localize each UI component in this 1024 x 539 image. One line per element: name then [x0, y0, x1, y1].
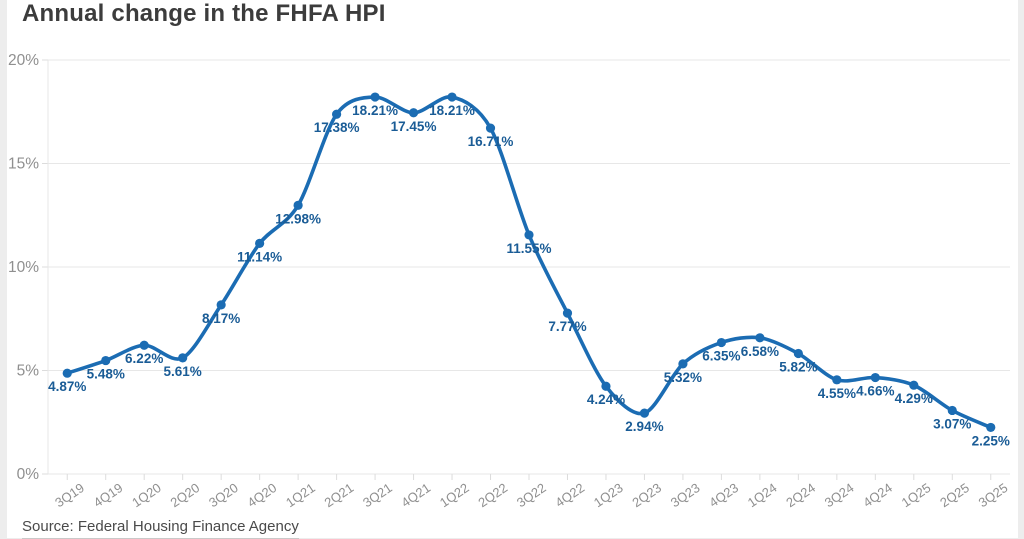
- data-point-label: 4.29%: [895, 391, 933, 406]
- y-axis-label: 10%: [8, 259, 39, 276]
- data-point: [447, 92, 457, 102]
- data-point: [101, 355, 111, 366]
- data-point-label: 6.22%: [125, 351, 163, 366]
- data-point: [370, 92, 380, 102]
- series-line: [65, 95, 993, 430]
- data-point-label: 2.94%: [625, 419, 663, 434]
- data-point: [255, 238, 265, 249]
- data-point-label: 17.45%: [391, 119, 437, 134]
- x-axis-label: 2Q21: [322, 480, 357, 510]
- data-point-label: 18.21%: [429, 103, 475, 118]
- data-point-label: 18.21%: [352, 103, 398, 118]
- data-point: [332, 109, 342, 119]
- data-point: [485, 123, 496, 133]
- data-point-label: 4.66%: [856, 384, 894, 399]
- data-point-label: 3.07%: [933, 416, 971, 431]
- data-point: [562, 308, 573, 318]
- x-axis-label: 2Q20: [168, 480, 203, 510]
- x-axis-label: 1Q22: [437, 480, 472, 510]
- data-point-label: 6.35%: [702, 349, 740, 364]
- data-point: [755, 333, 765, 343]
- data-point-label: 11.14%: [237, 249, 282, 264]
- data-point-label: 17.38%: [314, 120, 360, 135]
- data-point: [793, 348, 803, 359]
- x-axis-label: 1Q23: [591, 480, 626, 510]
- x-axis-label: 2Q23: [629, 480, 664, 510]
- data-point: [870, 372, 880, 383]
- x-axis-label: 4Q23: [706, 480, 741, 510]
- source-note: Source: Federal Housing Finance Agency: [22, 518, 299, 539]
- data-point-label: 6.58%: [741, 344, 779, 359]
- data-point: [639, 408, 650, 418]
- data-point: [293, 200, 303, 210]
- data-point: [139, 340, 149, 350]
- x-axis-label: 3Q23: [668, 480, 703, 510]
- data-point-label: 5.48%: [87, 367, 125, 382]
- y-axis-label: 20%: [8, 52, 39, 69]
- data-point: [178, 353, 188, 363]
- x-axis-label: 4Q22: [552, 480, 587, 510]
- data-point: [832, 375, 842, 385]
- x-axis-label: 4Q24: [860, 480, 895, 510]
- x-axis-label: 1Q20: [129, 480, 164, 510]
- data-point: [524, 230, 534, 240]
- data-point: [986, 422, 996, 433]
- x-axis-label: 2Q25: [937, 480, 972, 510]
- x-axis-label: 3Q25: [976, 480, 1011, 510]
- y-axis-label: 5%: [17, 363, 40, 380]
- data-point: [947, 405, 957, 416]
- x-axis-label: 1Q24: [745, 480, 780, 510]
- x-axis-label: 3Q22: [514, 480, 549, 510]
- data-point: [601, 381, 611, 391]
- x-axis-label: 1Q21: [283, 480, 318, 510]
- data-point: [62, 368, 72, 378]
- data-point: [408, 108, 419, 118]
- x-axis-label: 4Q21: [398, 480, 433, 510]
- x-axis-label: 1Q25: [899, 480, 934, 510]
- y-axis-label: 15%: [8, 156, 39, 173]
- chart-title: Annual change in the FHFA HPI: [22, 0, 386, 27]
- data-point-label: 5.61%: [164, 364, 202, 379]
- data-point-label: 5.82%: [779, 360, 817, 375]
- data-point: [216, 300, 226, 310]
- data-point-label: 12.98%: [275, 211, 321, 226]
- x-axis-label: 3Q21: [360, 480, 395, 510]
- data-point: [678, 359, 688, 369]
- x-axis-label: 3Q19: [52, 480, 87, 510]
- data-point-label: 4.55%: [818, 386, 856, 401]
- x-axis-label: 3Q20: [206, 480, 241, 510]
- x-axis-label: 4Q20: [245, 480, 280, 510]
- data-point-label: 11.55%: [506, 241, 551, 256]
- data-point-label: 8.17%: [202, 311, 240, 326]
- data-point-label: 2.25%: [972, 433, 1010, 448]
- data-point: [716, 337, 727, 348]
- data-point-label: 5.32%: [664, 370, 702, 385]
- fhfa-hpi-line-chart: 0%5%10%15%20%3Q19 4Q19 1Q20 2Q20 3Q20 4Q20 1Q2…: [8, 52, 1011, 510]
- chart-card: Annual change in the FHFA HPI 0% 5% 10% 15%…: [7, 0, 1018, 539]
- x-axis-label: 3Q24: [822, 480, 857, 510]
- data-point-label: 7.77%: [548, 319, 586, 334]
- x-axis-label: 2Q22: [475, 480, 510, 510]
- data-point-label: 16.71%: [468, 134, 514, 149]
- data-point-label: 4.24%: [587, 392, 625, 407]
- data-point: [909, 380, 919, 390]
- x-axis-label: 4Q19: [91, 480, 126, 510]
- x-axis-label: 2Q24: [783, 480, 818, 510]
- y-axis-label: 0%: [17, 466, 40, 483]
- data-point-label: 4.87%: [48, 379, 86, 394]
